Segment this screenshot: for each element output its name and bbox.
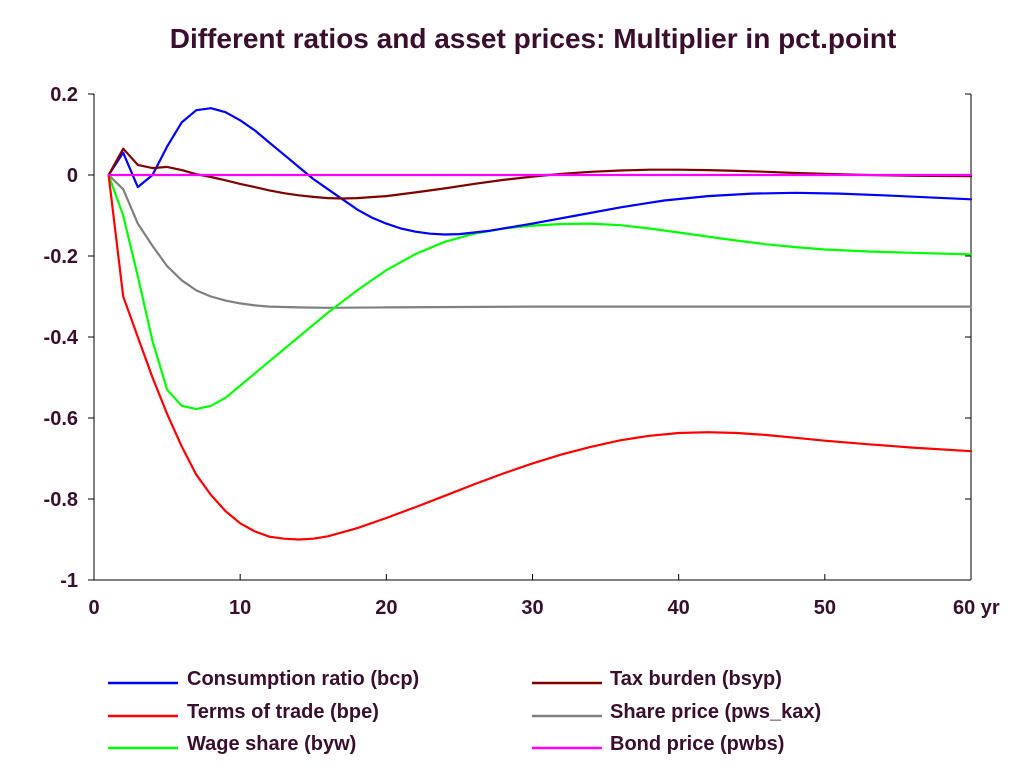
x-tick-label: 40 xyxy=(668,597,690,619)
legend-label: Share price (pws_kax) xyxy=(610,701,821,723)
y-tick-label: 0.2 xyxy=(50,84,78,106)
x-axis: 0 10 20 30 40 50 60 yr xyxy=(88,574,1000,619)
series-line-terms-of-trade-bpe xyxy=(107,173,973,541)
series-line-wage-share-byw xyxy=(107,173,973,411)
x-tick-label: 20 xyxy=(375,597,397,619)
chart-title: Different ratios and asset prices: Multi… xyxy=(170,23,897,54)
x-tick-label: 30 xyxy=(521,597,543,619)
y-tick-label: -0.8 xyxy=(44,489,78,511)
series-line-consumption-ratio-bcp xyxy=(107,107,973,236)
y-axis: 0.2 0 -0.2 -0.4 -0.6 -0.8 -1 xyxy=(44,84,971,592)
legend-label: Consumption ratio (bcp) xyxy=(187,668,419,690)
y-tick-label: -0.4 xyxy=(44,327,79,349)
y-tick-label: -0.6 xyxy=(44,408,78,430)
series-line-share-price-pws-kax xyxy=(107,173,973,309)
series-lines xyxy=(107,107,973,541)
legend: Consumption ratio (bcp) Terms of trade (b… xyxy=(108,668,821,755)
x-tick-label: 0 xyxy=(88,597,99,619)
legend-label: Terms of trade (bpe) xyxy=(187,701,379,723)
plot-frame xyxy=(93,94,972,581)
y-tick-label: 0 xyxy=(67,165,78,187)
x-tick-label: 60 yr xyxy=(953,597,1000,619)
legend-label: Tax burden (bsyp) xyxy=(610,668,782,690)
y-tick-label: -1 xyxy=(60,570,78,592)
x-tick-label: 50 xyxy=(814,597,836,619)
y-tick-label: -0.2 xyxy=(44,246,78,268)
series-line-tax-burden-bsyp xyxy=(107,147,973,200)
legend-label: Wage share (byw) xyxy=(187,733,356,755)
legend-label: Bond price (pwbs) xyxy=(610,733,784,755)
x-tick-label: 10 xyxy=(229,597,251,619)
